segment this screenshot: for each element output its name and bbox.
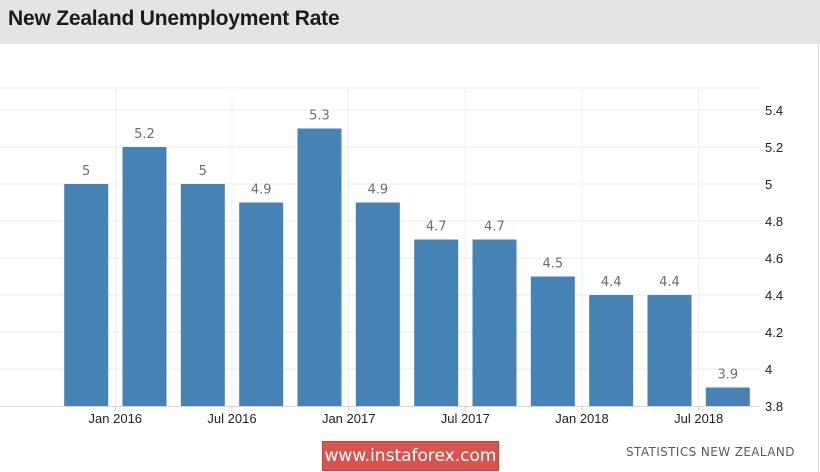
y-tick-label: 4.4 [765,288,783,303]
data-label: 5.2 [134,127,155,142]
y-tick-label: 5.2 [765,140,783,155]
x-tick-label: Jan 2017 [322,411,376,426]
bar[interactable] [589,295,634,406]
data-label: 5 [199,164,207,179]
x-tick-label: Jul 2017 [441,411,490,426]
x-axis: Jan 2016 Jul 2016 Jan 2017 Jul 2017 Jan 2018… [0,406,760,426]
y-tick-label: 4 [765,362,772,377]
y-tick-label: 4.6 [765,251,783,266]
panel-edge [818,44,819,472]
y-tick-label: 4.2 [765,325,783,340]
bar[interactable] [355,202,400,407]
x-tick-label: Jan 2018 [555,411,609,426]
data-label: 3.9 [717,368,738,383]
bar[interactable] [414,239,459,407]
data-label: 4.4 [601,275,622,290]
bar[interactable] [64,184,109,406]
bars-group [64,128,750,407]
bar[interactable] [705,387,750,407]
bar[interactable] [180,184,225,406]
data-label: 4.9 [251,183,272,198]
data-labels-group: 5 5.2 5 4.9 5.3 4.9 4.7 4.7 4.5 4.4 4.4 3.9 [82,109,738,383]
source-label: STATISTICS NEW ZEALAND [626,445,795,459]
bar[interactable] [530,276,575,407]
x-tick-label: Jul 2016 [207,411,256,426]
y-tick-label: 5.4 [765,103,783,118]
bar[interactable] [472,239,517,407]
vertical-grid [114,88,700,406]
y-tick-label: 4.8 [765,214,783,229]
header-gap [0,44,100,88]
data-label: 4.9 [367,183,388,198]
chart-title: New Zealand Unemployment Rate [8,7,340,30]
title-bar: New Zealand Unemployment Rate [0,0,820,44]
data-label: 5 [82,164,90,179]
bar[interactable] [647,295,692,406]
y-axis: 3.8 4 4.2 4.4 4.6 4.8 5 5.2 5.4 [765,103,783,414]
y-tick-label: 5 [765,177,772,192]
watermark-badge[interactable]: www.instaforex.com [322,441,499,471]
bar[interactable] [297,128,342,407]
data-label: 4.4 [659,275,680,290]
data-label: 5.3 [309,109,330,124]
x-tick-label: Jul 2018 [674,411,723,426]
data-label: 4.5 [542,257,563,272]
bar[interactable] [239,202,284,407]
y-tick-label: 3.8 [765,399,783,414]
data-label: 4.7 [426,220,447,235]
bar[interactable] [122,147,167,406]
x-tick-label: Jan 2016 [89,411,143,426]
data-label: 4.7 [484,220,505,235]
